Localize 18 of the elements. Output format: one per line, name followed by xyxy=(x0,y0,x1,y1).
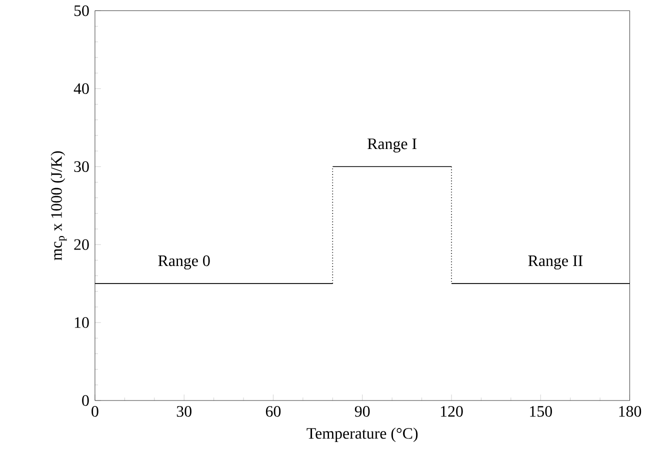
y-tick-label: 20 xyxy=(74,238,89,250)
x-tick-label: 180 xyxy=(619,406,642,417)
annotation: Range I xyxy=(368,138,416,152)
annotation: Range 0 xyxy=(158,255,210,270)
x-tick-label: 0 xyxy=(92,406,98,417)
y-tick-label: 50 xyxy=(74,5,89,16)
x-tick-label: 30 xyxy=(176,406,192,417)
annotation: Range II xyxy=(528,255,583,270)
x-tick-label: 150 xyxy=(530,406,552,417)
y-tick-label: 40 xyxy=(74,83,89,94)
x-axis-title: Temperature (°C) xyxy=(306,427,418,442)
x-tick-label: 90 xyxy=(354,406,370,417)
x-tick-label: 120 xyxy=(440,406,463,417)
y-tick-label: 10 xyxy=(74,316,89,328)
x-tick-label: 60 xyxy=(266,406,281,417)
y-tick-label: 0 xyxy=(82,394,89,406)
y-tick-label: 30 xyxy=(74,161,89,172)
y-axis-title: mc$_{p}$ x 1000 (J/K) xyxy=(50,151,67,260)
